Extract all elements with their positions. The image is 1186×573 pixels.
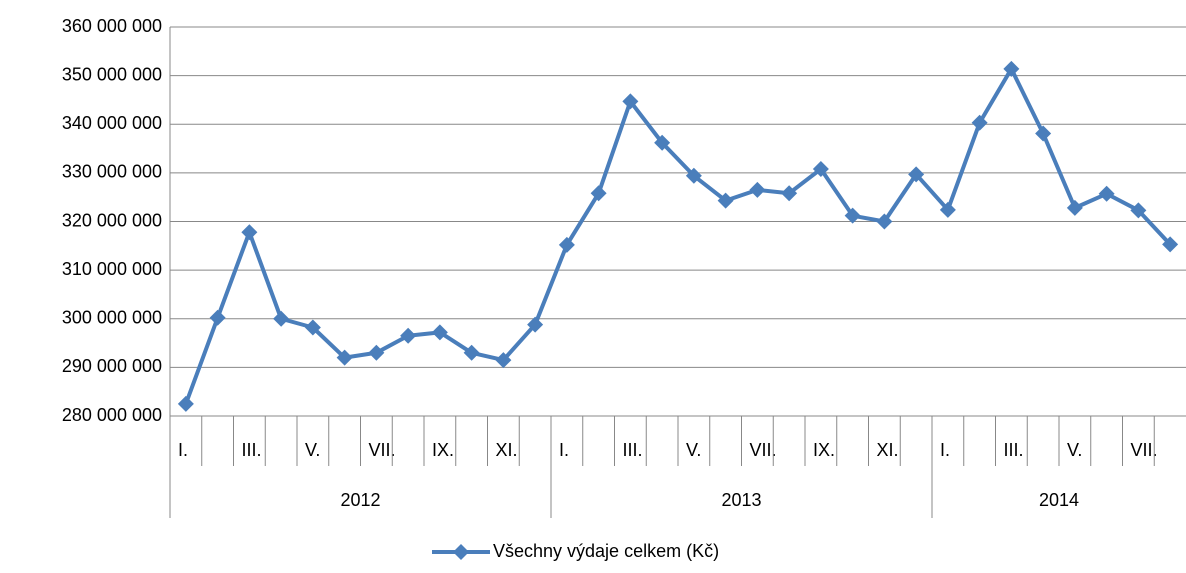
x-tick-label: III. xyxy=(242,440,262,460)
data-point xyxy=(1066,199,1083,216)
data-point xyxy=(781,185,798,202)
x-tick-label: VII. xyxy=(1131,440,1158,460)
x-tick-label: III. xyxy=(1004,440,1024,460)
x-tick-label: I. xyxy=(178,440,188,460)
x-tick-label: V. xyxy=(686,440,701,460)
data-point xyxy=(1130,202,1147,219)
y-tick-label: 310 000 000 xyxy=(62,259,162,279)
year-label: 2012 xyxy=(340,490,380,510)
data-point xyxy=(495,352,512,369)
y-tick-label: 290 000 000 xyxy=(62,356,162,376)
legend-label: Všechny výdaje celkem (Kč) xyxy=(493,541,719,561)
data-point xyxy=(971,114,988,131)
data-point xyxy=(622,93,639,110)
data-point xyxy=(241,224,258,241)
data-point xyxy=(876,213,893,230)
data-point xyxy=(939,201,956,218)
y-tick-label: 340 000 000 xyxy=(62,113,162,133)
x-tick-label: III. xyxy=(623,440,643,460)
data-point xyxy=(1035,125,1052,142)
x-tick-label: I. xyxy=(940,440,950,460)
data-point xyxy=(304,319,321,336)
data-point xyxy=(431,324,448,341)
x-tick-label: V. xyxy=(1067,440,1082,460)
y-tick-label: 320 000 000 xyxy=(62,210,162,230)
x-tick-label: V. xyxy=(305,440,320,460)
x-tick-label: VII. xyxy=(750,440,777,460)
x-tick-label: I. xyxy=(559,440,569,460)
data-point xyxy=(209,309,226,326)
data-point xyxy=(558,236,575,253)
data-point xyxy=(368,344,385,361)
y-tick-label: 350 000 000 xyxy=(62,64,162,84)
series-line xyxy=(183,66,1172,405)
x-tick-label: IX. xyxy=(432,440,454,460)
x-tick-label: VII. xyxy=(369,440,396,460)
data-point xyxy=(400,327,417,344)
x-tick-label: IX. xyxy=(813,440,835,460)
data-point xyxy=(654,134,671,151)
data-point xyxy=(177,395,194,412)
y-tick-label: 300 000 000 xyxy=(62,308,162,328)
data-point xyxy=(717,192,734,209)
data-point xyxy=(463,344,480,361)
data-point xyxy=(1162,236,1179,253)
legend-marker xyxy=(453,544,469,560)
year-label: 2013 xyxy=(721,490,761,510)
year-label: 2014 xyxy=(1039,490,1079,510)
data-point xyxy=(527,316,544,333)
y-tick-label: 360 000 000 xyxy=(62,16,162,36)
data-point xyxy=(844,207,861,224)
y-tick-label: 280 000 000 xyxy=(62,405,162,425)
data-point xyxy=(1003,60,1020,77)
data-point xyxy=(273,310,290,327)
data-point xyxy=(685,167,702,184)
x-tick-label: XI. xyxy=(877,440,899,460)
data-point xyxy=(336,349,353,366)
data-point xyxy=(1098,185,1115,202)
data-point xyxy=(590,185,607,202)
data-point xyxy=(749,181,766,198)
x-tick-label: XI. xyxy=(496,440,518,460)
y-tick-label: 330 000 000 xyxy=(62,162,162,182)
data-point xyxy=(812,160,829,177)
data-point xyxy=(908,166,925,183)
